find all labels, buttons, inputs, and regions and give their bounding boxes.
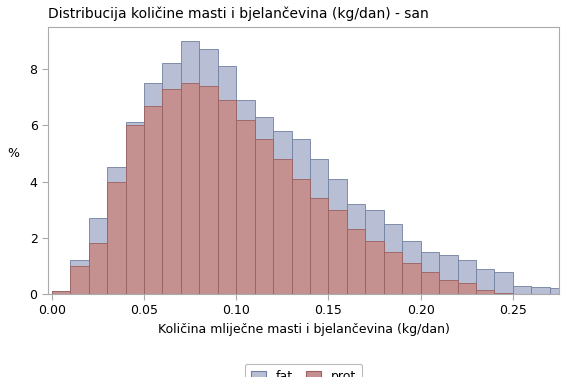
Bar — [144, 83, 162, 294]
Y-axis label: %: % — [7, 147, 19, 161]
Bar — [52, 291, 70, 294]
Bar — [365, 241, 384, 294]
Bar — [310, 198, 328, 294]
Bar — [181, 83, 199, 294]
Bar — [89, 244, 107, 294]
Bar — [199, 86, 218, 294]
Bar — [89, 218, 107, 294]
Bar — [291, 179, 310, 294]
Bar — [384, 224, 402, 294]
Bar — [476, 269, 495, 294]
Bar — [328, 210, 347, 294]
Bar — [402, 263, 421, 294]
Bar — [531, 287, 550, 294]
Bar — [402, 241, 421, 294]
Bar — [107, 167, 126, 294]
X-axis label: Količina mliječne masti i bjelančevina (kg/dan): Količina mliječne masti i bjelančevina (… — [157, 323, 449, 336]
Bar — [328, 179, 347, 294]
Bar — [126, 125, 144, 294]
Bar — [365, 210, 384, 294]
Bar — [144, 106, 162, 294]
Bar — [181, 41, 199, 294]
Bar — [107, 181, 126, 294]
Bar — [199, 49, 218, 294]
Bar — [513, 286, 531, 294]
Bar — [218, 66, 236, 294]
Bar — [495, 293, 513, 294]
Bar — [347, 204, 365, 294]
Bar — [421, 271, 439, 294]
Bar — [70, 260, 89, 294]
Bar — [218, 100, 236, 294]
Bar — [126, 123, 144, 294]
Bar — [439, 255, 457, 294]
Bar — [310, 159, 328, 294]
Bar — [384, 252, 402, 294]
Bar — [347, 229, 365, 294]
Bar — [495, 271, 513, 294]
Bar — [476, 290, 495, 294]
Bar — [457, 260, 476, 294]
Bar — [52, 291, 70, 294]
Text: Distribucija količine masti i bjelančevina (kg/dan) - san: Distribucija količine masti i bjelančevi… — [48, 7, 429, 21]
Bar — [550, 288, 566, 294]
Bar — [273, 159, 291, 294]
Bar — [162, 89, 181, 294]
Bar — [255, 139, 273, 294]
Bar — [273, 131, 291, 294]
Bar — [236, 120, 255, 294]
Bar — [421, 252, 439, 294]
Bar — [439, 280, 457, 294]
Bar — [162, 63, 181, 294]
Bar — [255, 117, 273, 294]
Legend: fat, prot: fat, prot — [245, 364, 362, 377]
Bar — [457, 283, 476, 294]
Bar — [70, 266, 89, 294]
Bar — [291, 139, 310, 294]
Bar — [236, 100, 255, 294]
